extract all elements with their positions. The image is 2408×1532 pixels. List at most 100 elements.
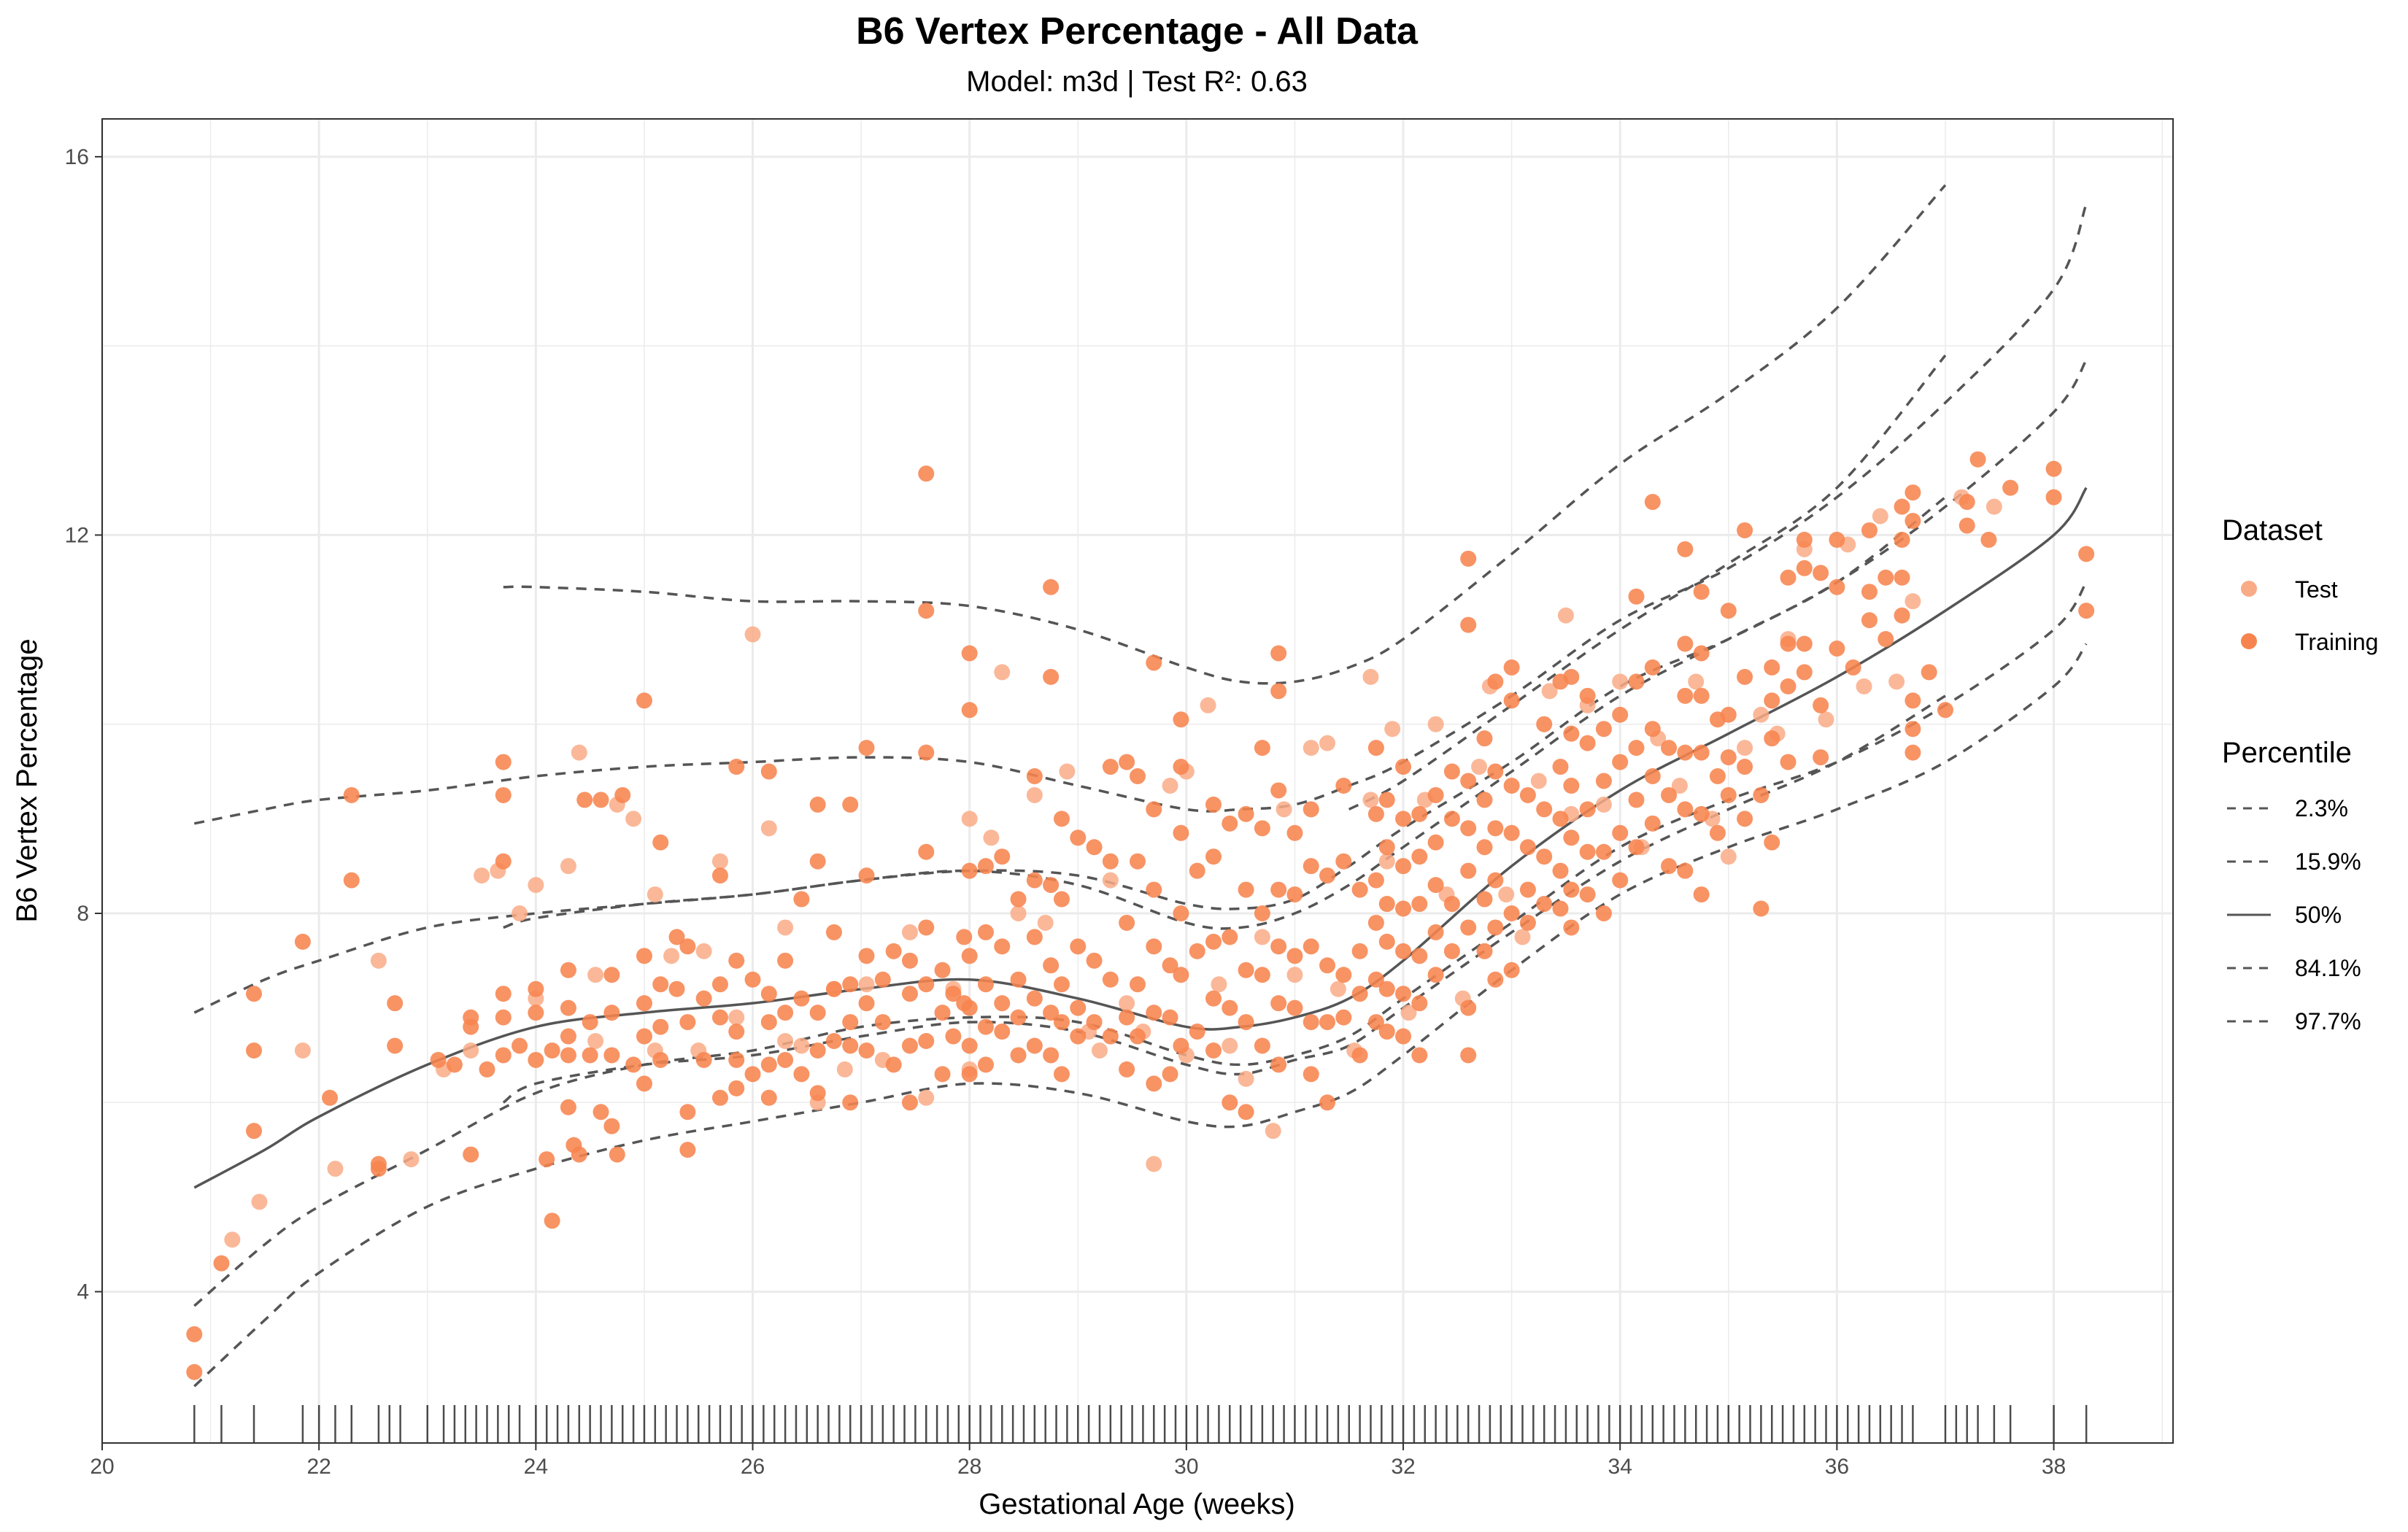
training-point [1764,692,1780,709]
training-point [1205,848,1222,865]
training-point [1367,1014,1384,1031]
y-tick-label: 16 [65,145,89,169]
training-point [1959,517,1975,534]
training-point [1720,706,1737,723]
training-point [728,1024,745,1040]
training-point [1693,645,1710,662]
training-point [1829,531,1845,548]
x-tick-label: 28 [957,1455,981,1479]
training-point [1709,768,1726,785]
training-point [1661,858,1678,875]
training-point [1205,990,1222,1007]
test-point [1541,683,1558,700]
legend-p84-label: 84.1% [2295,955,2361,981]
legend: Dataset Test Training Percentile 2.3% 15… [2222,514,2378,1034]
x-tick-label: 24 [524,1455,548,1479]
training-point [1146,881,1162,898]
test-point [711,853,728,870]
training-point [1427,924,1444,940]
training-point [961,1037,978,1054]
training-point [1351,986,1368,1002]
training-point [1503,692,1520,709]
training-point [652,1018,669,1035]
training-point [560,1028,576,1045]
training-point [760,763,777,780]
training-point [1162,1066,1178,1083]
training-point [1677,635,1694,652]
training-point [576,792,593,808]
test-point [983,829,1000,846]
y-tick-label: 12 [65,523,89,547]
training-point [1595,721,1612,738]
test-point [918,1089,935,1106]
training-point [1443,811,1460,827]
x-tick-label: 32 [1391,1455,1415,1479]
test-point [1091,1042,1108,1059]
training-point [994,848,1011,865]
training-point [1737,811,1753,827]
training-point [842,1037,859,1054]
percentile-curve [193,487,2088,1189]
training-point [1460,999,1477,1016]
training-point [1693,584,1710,600]
training-point [625,1056,642,1073]
training-point [1536,896,1553,913]
training-point [1628,839,1645,856]
training-point [711,867,728,884]
test-point [1888,673,1905,690]
training-point [1010,971,1027,988]
test-point [1119,995,1135,1012]
training-point [842,976,859,993]
training-point [1043,877,1060,894]
training-point [793,990,810,1007]
training-point [1563,668,1580,685]
y-axis: 4 8 12 16 [65,145,102,1304]
legend-test-label: Test [2295,576,2338,603]
y-axis-title: B6 Vertex Percentage [11,638,43,922]
training-point [711,1089,728,1106]
training-point [1411,896,1428,913]
training-point [1351,881,1368,898]
training-point [1367,805,1384,822]
training-point [1905,721,1921,738]
training-point [1813,749,1829,766]
training-point [1677,541,1694,557]
training-point [1238,881,1254,898]
training-point [1595,773,1612,789]
training-point [1411,948,1428,964]
panel-border [101,118,2174,1444]
training-point [463,1009,479,1026]
training-point [1070,1028,1087,1045]
training-point [322,1089,339,1106]
x-tick-label: 38 [2042,1455,2066,1479]
training-point [544,1212,560,1229]
training-point [528,980,544,997]
x-axis-title: Gestational Age (weeks) [979,1488,1295,1520]
training-point [1378,896,1395,913]
training-point [1780,569,1797,586]
training-point [858,740,875,757]
test-point [1530,773,1547,789]
training-point [1130,768,1146,785]
training-point [614,786,631,803]
x-tick-label: 34 [1608,1455,1632,1479]
test-point [901,924,918,940]
training-point [1173,759,1189,775]
training-point [1894,607,1910,624]
training-point [1796,560,1813,576]
training-point [1443,943,1460,959]
training-point [1460,862,1477,879]
training-point [1053,891,1070,908]
training-point [1119,1061,1135,1078]
training-point [668,929,685,945]
training-point [1536,848,1553,865]
training-point [1563,881,1580,898]
training-point [2045,489,2062,506]
training-point [2078,603,2095,619]
training-point [1579,843,1596,860]
training-point [1878,631,1894,648]
training-point [1503,824,1520,841]
training-point [1693,687,1710,704]
training-point [1536,716,1553,732]
training-point [760,1014,777,1031]
